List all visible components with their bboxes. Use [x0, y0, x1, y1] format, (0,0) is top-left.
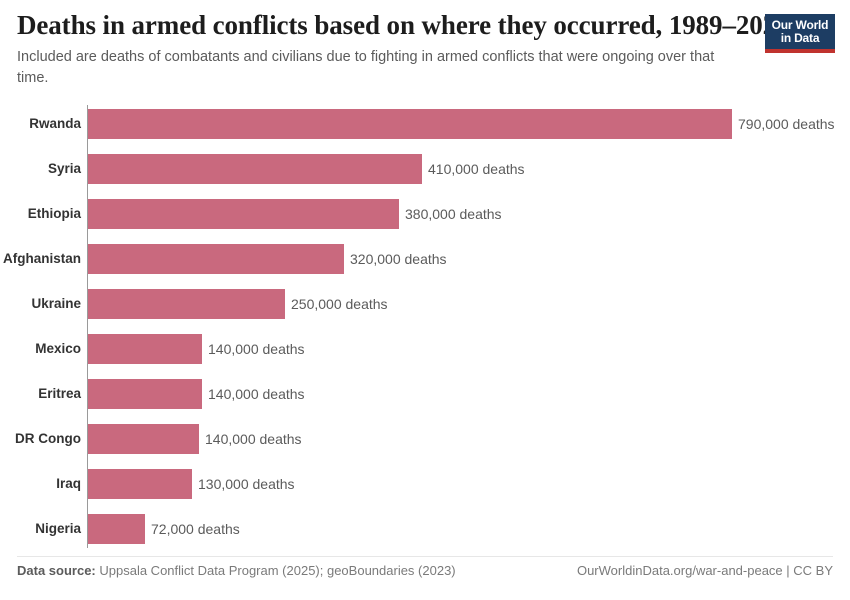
- bar-row: Mexico 140,000 deaths: [0, 334, 850, 364]
- chart-subtitle: Included are deaths of combatants and ci…: [17, 49, 715, 86]
- chart-footer: Data source: Uppsala Conflict Data Progr…: [0, 563, 850, 587]
- bar-value-label: 250,000 deaths: [291, 296, 388, 312]
- logo-line-2: in Data: [780, 30, 820, 45]
- bar-row: Ethiopia 380,000 deaths: [0, 199, 850, 229]
- bar-value-label: 380,000 deaths: [405, 206, 502, 222]
- bar[interactable]: [88, 109, 732, 139]
- data-source-value: Uppsala Conflict Data Program (2025); ge…: [99, 563, 456, 578]
- source-url-license[interactable]: OurWorldinData.org/war-and-peace | CC BY: [576, 563, 833, 578]
- bar-value-label: 130,000 deaths: [198, 476, 295, 492]
- bar[interactable]: [88, 289, 285, 319]
- bar[interactable]: [88, 244, 344, 274]
- page-title: Deaths in armed conflicts based on where…: [17, 10, 790, 40]
- bar-row: Iraq 130,000 deaths: [0, 469, 850, 499]
- bar-row: Ukraine 250,000 deaths: [0, 289, 850, 319]
- bar-category-label: DR Congo: [15, 431, 81, 446]
- bar-category-label: Afghanistan: [2, 251, 81, 266]
- bar[interactable]: [88, 514, 145, 544]
- data-source-text: Data source: Uppsala Conflict Data Progr…: [17, 563, 456, 578]
- bar-row: Eritrea 140,000 deaths: [0, 379, 850, 409]
- bar-row: Syria 410,000 deaths: [0, 154, 850, 184]
- bar[interactable]: [88, 469, 192, 499]
- data-source-label: Data source:: [17, 563, 96, 578]
- bar-category-label: Ukraine: [31, 296, 81, 311]
- bar-category-label: Eritrea: [38, 386, 81, 401]
- bar-value-label: 410,000 deaths: [428, 161, 525, 177]
- footer-divider: [17, 556, 833, 557]
- bar-value-label: 140,000 deaths: [208, 386, 305, 402]
- bar-category-label: Nigeria: [35, 521, 81, 536]
- bar[interactable]: [88, 424, 199, 454]
- bar-category-label: Ethiopia: [27, 206, 81, 221]
- our-world-in-data-logo[interactable]: Our World in Data: [765, 14, 835, 53]
- bar-chart-plot-area: Rwanda 790,000 deaths Syria 410,000 deaths E…: [0, 103, 850, 553]
- bar[interactable]: [88, 334, 202, 364]
- y-axis-line: [87, 105, 88, 548]
- bar[interactable]: [88, 199, 399, 229]
- bar-value-label: 140,000 deaths: [205, 431, 302, 447]
- logo-line-1: Our World: [771, 17, 829, 32]
- bar-row: Afghanistan 320,000 deaths: [0, 244, 850, 274]
- bar-category-label: Mexico: [35, 341, 81, 356]
- bar-row: DR Congo 140,000 deaths: [0, 424, 850, 454]
- bar-value-label: 72,000 deaths: [151, 521, 240, 537]
- bar-category-label: Rwanda: [29, 116, 81, 131]
- bar[interactable]: [88, 154, 422, 184]
- bar-row: Nigeria 72,000 deaths: [0, 514, 850, 544]
- chart-header: Deaths in armed conflicts based on where…: [0, 0, 850, 96]
- bar-value-label: 790,000 deaths: [738, 116, 835, 132]
- bar-category-label: Iraq: [56, 476, 81, 491]
- bar-category-label: Syria: [47, 161, 81, 176]
- bar-row: Rwanda 790,000 deaths: [0, 109, 850, 139]
- bar-value-label: 140,000 deaths: [208, 341, 305, 357]
- bar[interactable]: [88, 379, 202, 409]
- bar-value-label: 320,000 deaths: [350, 251, 447, 267]
